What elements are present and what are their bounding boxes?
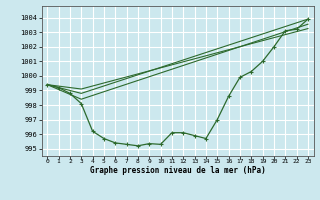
X-axis label: Graphe pression niveau de la mer (hPa): Graphe pression niveau de la mer (hPa) [90,166,266,175]
